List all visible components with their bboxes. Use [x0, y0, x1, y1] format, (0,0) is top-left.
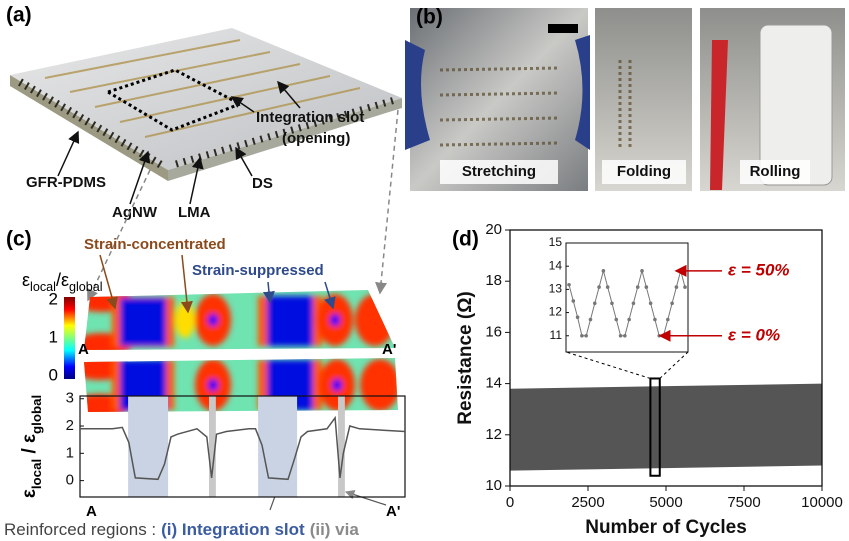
symbol: / ε [19, 434, 40, 459]
y-axis-label: Resistance (Ω) [455, 291, 476, 425]
y-axis-label: εlocal / εglobal [19, 395, 44, 498]
x-axis-label: Number of Cycles [585, 517, 747, 538]
annotation: Strain-concentrated [84, 236, 226, 253]
inset-point [619, 334, 623, 338]
strain-map [70, 355, 405, 418]
slot-label: (opening) [282, 130, 350, 147]
inset-point [576, 315, 580, 319]
inset-point [567, 283, 571, 287]
inset-point [653, 318, 657, 322]
y-tick-label: 1 [66, 444, 74, 461]
symbol: ε [19, 489, 40, 498]
panel-label: (d) [452, 228, 479, 251]
inset-point [602, 269, 606, 273]
inset-point [632, 301, 636, 305]
panel-label: (c) [6, 228, 32, 251]
inset-point [597, 285, 601, 289]
reinforced-region [258, 396, 297, 497]
figure: (a) GFR-PDMS AgNW LMA DS Integration slo… [0, 0, 849, 541]
y-tick-label: 12 [485, 426, 502, 443]
zoom-arrow [380, 110, 398, 293]
inset-point [636, 285, 640, 289]
inset-y-tick-label: 11 [550, 328, 563, 342]
symbol: /ε [56, 270, 69, 290]
inset-y-tick-label: 12 [549, 305, 563, 319]
x-tick-label: 0 [506, 494, 514, 511]
annotation-label: ε = 0% [728, 325, 780, 344]
x-tick-label: 2500 [571, 494, 604, 511]
zoom-guide [660, 352, 688, 378]
inset-y-tick-label: 14 [549, 258, 563, 272]
x-tick-label: 7500 [727, 494, 760, 511]
subscript: global [29, 395, 44, 434]
inset-point [610, 301, 614, 305]
photo-caption: Stretching [462, 163, 536, 180]
inset-point [571, 299, 575, 303]
y-tick-label: 0 [66, 472, 74, 489]
subscript: global [69, 280, 103, 294]
inset-point [640, 269, 644, 273]
y-tick-label: 10 [485, 477, 502, 494]
layer-label: AgNW [112, 204, 158, 221]
inset-point [623, 334, 627, 338]
panel-label: (b) [416, 6, 443, 29]
reinforced-region [128, 396, 168, 497]
colorbar-tick: 1 [49, 327, 58, 346]
inset-point [645, 285, 649, 289]
inset-point [627, 318, 631, 322]
y-tick-label: 16 [485, 323, 502, 340]
pointer [346, 492, 386, 505]
footer-item: (i) Integration slot [161, 520, 305, 539]
inset-point [593, 301, 597, 305]
section-label: A' [386, 503, 400, 520]
symbol: ε [22, 270, 30, 290]
resistance-band [510, 384, 822, 471]
reinforced-region [338, 396, 345, 497]
x-tick-label: 5000 [649, 494, 682, 511]
inset-point [670, 301, 674, 305]
inset-point [614, 318, 618, 322]
layer-label: GFR-PDMS [26, 174, 106, 191]
colorbar [64, 297, 75, 379]
layer-label: DS [252, 175, 273, 192]
section-label: A [86, 503, 97, 520]
y-tick-label: 18 [485, 272, 502, 289]
photo-caption: Rolling [750, 163, 801, 180]
annotation-label: ε = 50% [728, 260, 790, 279]
strain-map [72, 285, 400, 357]
colorbar-tick: 2 [49, 289, 58, 308]
y-tick-label: 3 [66, 390, 74, 407]
slot-label: Integration slot [256, 109, 364, 126]
section-label: A' [382, 341, 396, 358]
footer-note: Reinforced regions : (i) Integration slot… [4, 520, 359, 539]
section-label: A [78, 341, 89, 358]
inset-point [584, 334, 588, 338]
colorbar-tick: 0 [49, 365, 58, 384]
inset-point [580, 334, 584, 338]
annotation: Strain-suppressed [192, 262, 324, 279]
panel-label: (a) [6, 4, 32, 27]
colorbar-label: εlocal/εglobal [22, 270, 103, 295]
footer-prefix: Reinforced regions : [4, 520, 156, 539]
inset-point [589, 318, 593, 322]
subscript: local [29, 459, 44, 489]
inset-point [606, 285, 610, 289]
y-tick-label: 14 [485, 375, 502, 392]
footer-item: (ii) via [310, 520, 360, 539]
y-tick-label: 20 [485, 221, 502, 238]
inset-point [683, 285, 687, 289]
zoom-guide [566, 352, 650, 378]
y-tick-label: 2 [66, 417, 74, 434]
layer-label: LMA [178, 204, 211, 221]
inset-point [649, 301, 653, 305]
photo-caption: Folding [617, 163, 671, 180]
inset-point [675, 285, 679, 289]
section-line [92, 355, 392, 356]
x-tick-label: 10000 [801, 494, 843, 511]
inset-y-tick-label: 15 [549, 235, 563, 249]
inset-point [666, 318, 670, 322]
inset-y-tick-label: 13 [549, 282, 563, 296]
